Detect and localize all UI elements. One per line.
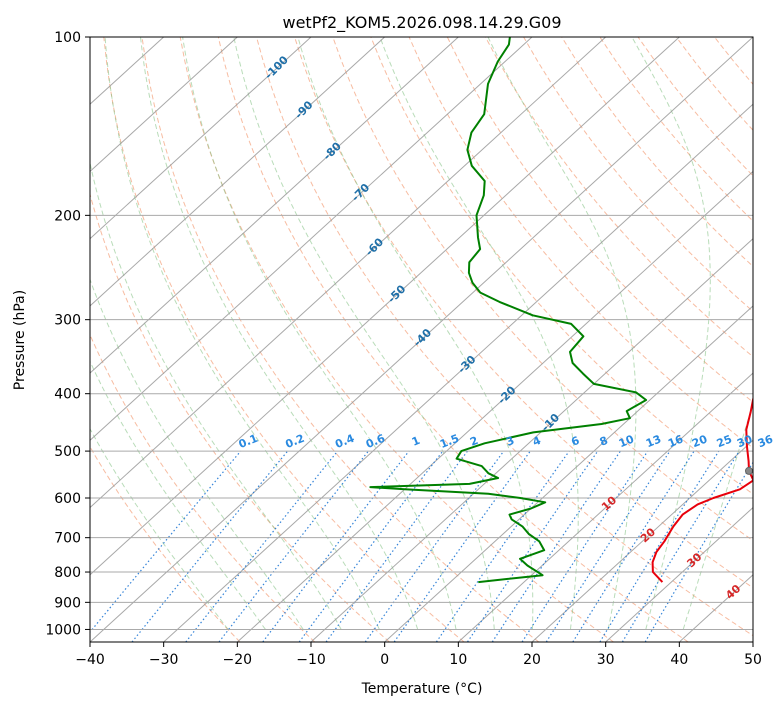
x-axis-label: Temperature (°C): [361, 681, 483, 697]
x-tick-label: −30: [149, 652, 179, 668]
pressure-gridlines: [90, 37, 753, 630]
y-tick-label: 200: [54, 208, 81, 224]
moist-adiabat: [233, 37, 495, 630]
y-tick-label: 800: [54, 565, 81, 581]
dry-adiabat: [217, 37, 689, 642]
moist-adiabat: [379, 37, 579, 630]
isotherm-line: [531, 439, 753, 642]
y-tick-label: 500: [54, 444, 81, 460]
isotherm-line: [605, 506, 753, 642]
mixing-ratio-line: [491, 450, 621, 642]
moist-adiabat: [104, 37, 380, 630]
mixing-ratio-label: 30: [735, 432, 754, 450]
y-tick-label: 100: [54, 30, 81, 46]
x-tick-label: 20: [523, 652, 541, 668]
moist-adiabat: [90, 360, 266, 630]
mixing-ratio-label: 2: [468, 434, 480, 449]
mixing-ratio-line: [435, 450, 570, 642]
dry-adiabat: [179, 37, 614, 642]
y-tick-label: 900: [54, 595, 81, 611]
moist-adiabat: [487, 37, 637, 630]
x-axis: −40 −30 −20 −10 0 10 20 30 40 50: [75, 642, 762, 668]
mixing-ratio-label: 25: [715, 432, 734, 450]
x-tick-label: −20: [223, 652, 253, 668]
x-tick-label: 50: [744, 652, 762, 668]
sounding-series: [369, 37, 753, 584]
dry-adiabat: [90, 333, 316, 642]
mixing-ratio-line: [545, 450, 671, 642]
chart-title: wetPf2_KOM5.2026.098.14.29.G09: [282, 13, 561, 33]
mixing-ratio-label: 16: [666, 432, 685, 450]
dry-adiabat: [446, 37, 753, 403]
y-tick-label: 700: [54, 531, 81, 547]
x-tick-label: 30: [597, 652, 615, 668]
y-tick-label: 600: [54, 491, 81, 507]
mixing-ratio-line: [185, 450, 339, 642]
mixing-ratio-line: [298, 450, 444, 642]
plot-frame: [89, 36, 754, 643]
isotherm-line: [90, 37, 533, 442]
mixing-ratio-label: 10: [617, 432, 636, 450]
mixing-ratio-label: 3: [504, 434, 516, 449]
dry-adiabat: [523, 37, 753, 313]
mixing-ratio-line: [90, 450, 242, 633]
moist-adiabat: [297, 37, 534, 630]
dry-adiabat: [103, 37, 465, 642]
y-tick-label: 1000: [45, 622, 81, 638]
x-tick-label: 0: [380, 652, 389, 668]
mixing-ratio-line: [131, 450, 289, 642]
y-tick-label: 300: [54, 313, 81, 329]
temperature-line: [651, 395, 753, 583]
mixing-ratio-label: 1: [410, 434, 422, 449]
mixing-ratio-line: [262, 450, 410, 642]
isotherm-line: [163, 103, 753, 642]
mixing-ratio-line: [364, 450, 505, 642]
isotherm-line: [90, 37, 607, 509]
isotherm-line: [236, 170, 753, 642]
dewpoint-line: [369, 37, 648, 584]
isotherm-line: [90, 37, 459, 374]
moist-adiabat: [90, 427, 229, 630]
mixing-ratio-line: [572, 450, 695, 642]
mixing-ratio-label: 13: [644, 432, 663, 450]
mixing-ratio-line: [466, 450, 599, 642]
isotherm-line: [90, 37, 238, 173]
isotherm-line: [90, 37, 680, 576]
mixing-ratio-line: [621, 450, 740, 642]
y-axis: 100 200 300 400 500 600 700 800 900 1000: [45, 30, 90, 638]
y-axis-label: Pressure (hPa): [12, 290, 28, 390]
dry-adiabat: [141, 37, 540, 642]
mixing-ratio-label: 36: [756, 432, 775, 450]
dry-adiabat: [90, 445, 241, 642]
moist-adiabat: [682, 401, 753, 630]
moist-adiabat: [631, 37, 711, 630]
mixing-ratio-line: [521, 450, 649, 642]
isotherm-line: [90, 37, 386, 307]
isotherm-line: [457, 372, 753, 642]
dry-adiabat: [294, 37, 753, 589]
x-tick-label: −40: [75, 652, 105, 668]
background-lines: [90, 37, 753, 642]
mixing-ratio-line: [325, 450, 468, 642]
isotherm-line: [384, 305, 753, 642]
plot-area: [90, 37, 753, 642]
isotherm-line: [90, 37, 753, 642]
isotherm-line: [310, 237, 753, 642]
mixing-ratio-label: 8: [598, 434, 610, 449]
x-tick-label: −10: [296, 652, 326, 668]
moist-adiabat: [90, 278, 304, 630]
x-tick-label: 10: [449, 652, 467, 668]
moist-adiabat: [140, 37, 419, 630]
moist-adiabat: [182, 37, 457, 630]
moist-adiabat: [90, 160, 342, 630]
y-tick-label: 400: [54, 387, 81, 403]
x-tick-label: 40: [670, 652, 688, 668]
mixing-ratio-label: 20: [690, 432, 709, 450]
isotherm-line: [90, 37, 312, 240]
lcl-marker: [744, 466, 753, 475]
